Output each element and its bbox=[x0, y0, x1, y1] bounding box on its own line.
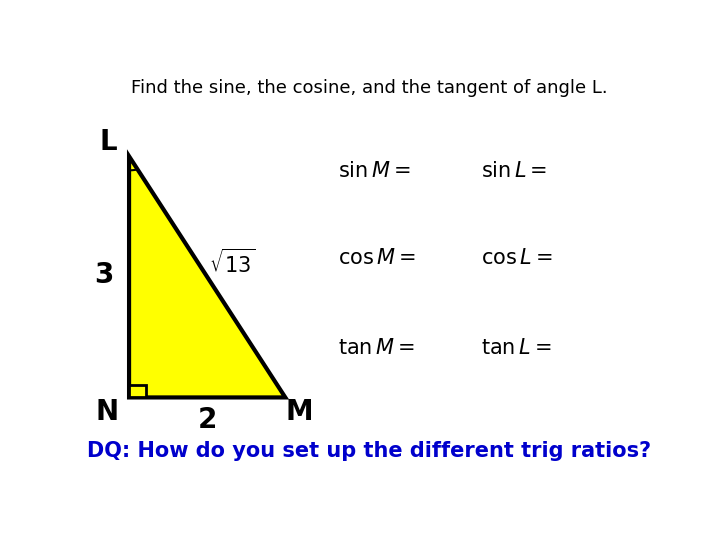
Polygon shape bbox=[129, 385, 145, 397]
Text: $\cos M =$: $\cos M =$ bbox=[338, 248, 416, 268]
Text: $\sqrt{13}$: $\sqrt{13}$ bbox=[210, 248, 256, 276]
Text: Find the sine, the cosine, and the tangent of angle L.: Find the sine, the cosine, and the tange… bbox=[131, 79, 607, 97]
Text: DQ: How do you set up the different trig ratios?: DQ: How do you set up the different trig… bbox=[87, 442, 651, 462]
Text: 3: 3 bbox=[94, 261, 114, 289]
Text: 2: 2 bbox=[197, 406, 217, 434]
Text: $\tan L =$: $\tan L =$ bbox=[481, 338, 552, 357]
Text: $\tan M =$: $\tan M =$ bbox=[338, 338, 415, 357]
Text: $\cos L =$: $\cos L =$ bbox=[481, 248, 552, 268]
Text: $\sin L =$: $\sin L =$ bbox=[481, 161, 547, 181]
Text: N: N bbox=[95, 398, 118, 426]
Text: L: L bbox=[99, 128, 117, 156]
Text: $\sin M =$: $\sin M =$ bbox=[338, 161, 411, 181]
Text: M: M bbox=[285, 398, 313, 426]
Polygon shape bbox=[129, 156, 285, 397]
